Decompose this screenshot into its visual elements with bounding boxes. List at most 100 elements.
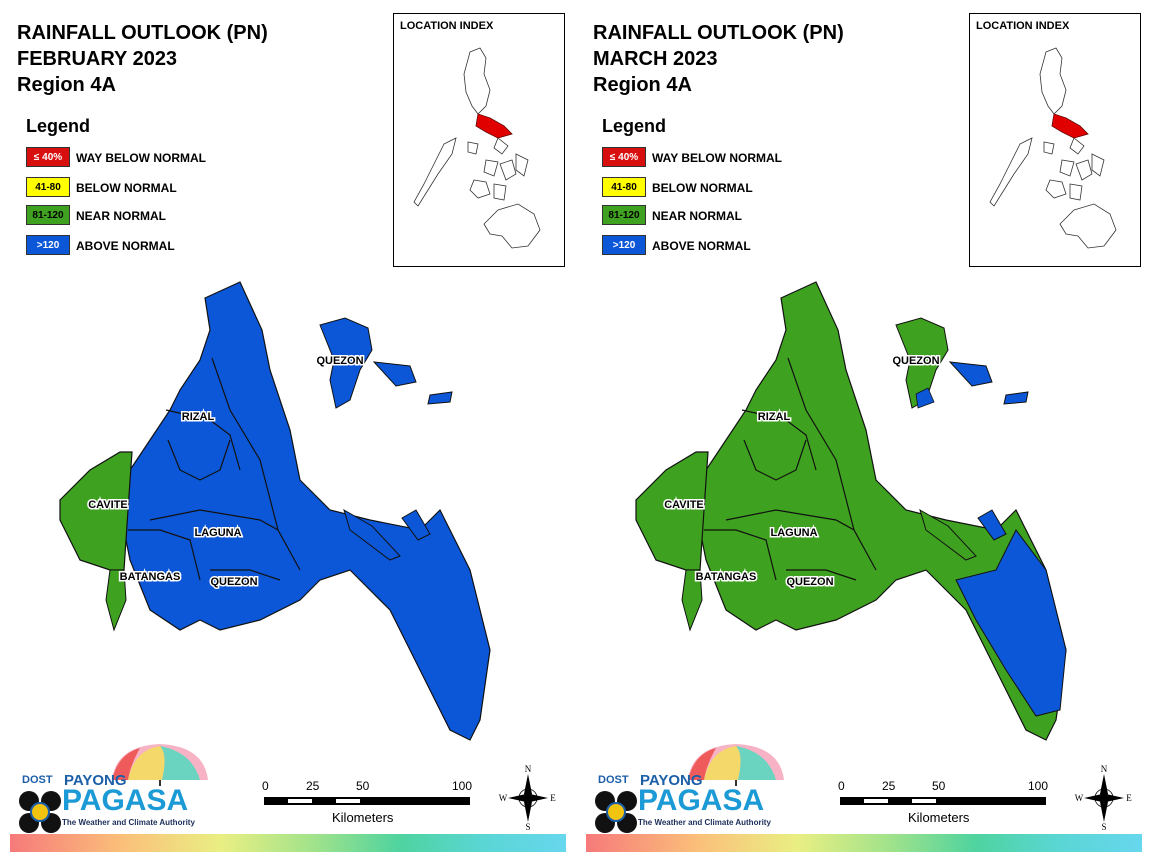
province-batangas-west [681,569,703,632]
legend-label: BELOW NORMAL [76,181,177,195]
logo-payong-text: PAYONG [640,772,703,789]
legend-label: NEAR NORMAL [652,209,742,223]
color-gradient-strip [586,834,1142,852]
peninsula-bondoc [343,508,401,561]
compass-w: W [1075,793,1084,803]
logo-tagline: The Weather and Climate Authority [638,818,771,827]
location-index-title: LOCATION INDEX [976,20,1070,32]
province-label-rizal: RIZAL [182,411,215,423]
province-label-quezon: QUEZON [210,576,257,588]
legend-row-near: 81-120 NEAR NORMAL [26,205,256,225]
title-line-3: Region 4A [593,74,692,96]
pagasa-logo: DOST PAYONG PAGASA The Weather and Clima… [594,738,784,834]
province-label-batangas: BATANGAS [120,571,181,583]
compass-s: S [525,822,530,832]
legend-label: WAY BELOW NORMAL [652,151,783,165]
region-map: RIZAL CAVITE LAGUNA BATANGAS QUEZON QUEZ… [635,281,1067,741]
scale-unit-label: Kilometers [908,810,970,825]
legend-label: NEAR NORMAL [76,209,166,223]
scale-unit-label: Kilometers [332,810,394,825]
legend-swatch: 81-120 [26,205,70,225]
compass-e: E [550,793,556,803]
province-label-batangas: BATANGAS [696,571,757,583]
legend-row-way-below: ≤ 40% WAY BELOW NORMAL [26,147,256,167]
title-line-2: FEBRUARY 2023 [17,48,178,70]
umbrella-icon [688,744,784,786]
province-batangas-west [105,569,127,632]
north-arrow-icon: N S W E [499,764,557,832]
province-label-laguna: LAGUNA [770,527,817,539]
scale-bar: 0 25 50 100 Kilometers [834,776,1064,828]
province-region-area [695,281,1067,741]
title-line-1: RAINFALL OUTLOOK (PN) [593,22,844,44]
location-index-map: LOCATION INDEX [969,13,1141,267]
scale-tick-label: 0 [838,779,845,793]
legend: Legend ≤ 40% WAY BELOW NORMAL 41-80 BELO… [26,116,256,265]
dost-seal-icon [19,791,61,833]
legend-swatch: 41-80 [602,177,646,197]
legend-swatch: >120 [602,235,646,255]
legend-swatch: ≤ 40% [26,147,70,167]
logo-tagline: The Weather and Climate Authority [62,818,195,827]
dost-seal-icon [595,791,637,833]
province-label-quezon-north: QUEZON [316,355,363,367]
province-label-quezon: QUEZON [786,576,833,588]
legend-swatch: 41-80 [26,177,70,197]
legend-row-way-below: ≤ 40% WAY BELOW NORMAL [602,147,832,167]
scale-tick-label: 50 [356,779,370,793]
legend-swatch: 81-120 [602,205,646,225]
island-small [372,361,417,387]
map-title: RAINFALL OUTLOOK (PN) FEBRUARY 2023 Regi… [17,20,268,98]
umbrella-icon [112,744,208,786]
legend-title: Legend [602,116,667,136]
province-label-quezon-north: QUEZON [892,355,939,367]
peninsula-bondoc [919,508,977,561]
logo-pagasa-text: PAGASA [638,784,765,817]
legend-row-above: >120 ABOVE NORMAL [602,235,832,255]
legend-title: Legend [26,116,91,136]
scale-tick-label: 25 [306,779,320,793]
philippines-outline [989,47,1117,249]
outlook-panel-march: RAINFALL OUTLOOK (PN) MARCH 2023 Region … [576,0,1152,864]
compass-w: W [499,793,508,803]
north-arrow-icon: N S W E [1075,764,1133,832]
scale-tick-label: 0 [262,779,269,793]
philippines-outline [413,47,541,249]
province-cavite [635,451,709,571]
province-region-area [119,281,491,741]
outlook-panel-february: RAINFALL OUTLOOK (PN) FEBRUARY 2023 Regi… [10,13,566,852]
compass-n: N [525,764,532,774]
logo-dost-text: DOST [598,774,629,786]
province-label-laguna: LAGUNA [194,527,241,539]
compass-s: S [1101,822,1106,832]
legend-row-near: 81-120 NEAR NORMAL [602,205,832,225]
legend: Legend ≤ 40% WAY BELOW NORMAL 41-80 BELO… [602,116,832,265]
color-gradient-strip [10,834,566,852]
island-small [977,509,1007,541]
province-label-rizal: RIZAL [758,411,791,423]
compass-e: E [1126,793,1132,803]
location-index-map: LOCATION INDEX [393,13,565,267]
scale-tick-label: 25 [882,779,896,793]
province-label-cavite: CAVITE [88,499,128,511]
pagasa-logo: DOST PAYONG PAGASA The Weather and Clima… [18,738,208,834]
title-line-1: RAINFALL OUTLOOK (PN) [17,22,268,44]
island-small [427,391,453,405]
legend-row-below: 41-80 BELOW NORMAL [26,177,256,197]
region-4a-highlight [475,113,513,139]
scale-tick-label: 100 [1028,779,1049,793]
region-map: RIZAL CAVITE LAGUNA BATANGAS QUEZON QUEZ… [59,281,491,741]
island-polillo-south [915,387,935,409]
title-line-2: MARCH 2023 [593,48,718,70]
scale-tick-label: 100 [452,779,473,793]
island-small [401,509,431,541]
compass-n: N [1101,764,1108,774]
legend-swatch: >120 [26,235,70,255]
logo-payong-text: PAYONG [64,772,127,789]
island-small [1003,391,1029,405]
island-small [948,361,993,387]
scale-tick-label: 50 [932,779,946,793]
legend-label: ABOVE NORMAL [76,239,175,253]
legend-label: ABOVE NORMAL [652,239,751,253]
scale-graphic [840,797,1046,805]
